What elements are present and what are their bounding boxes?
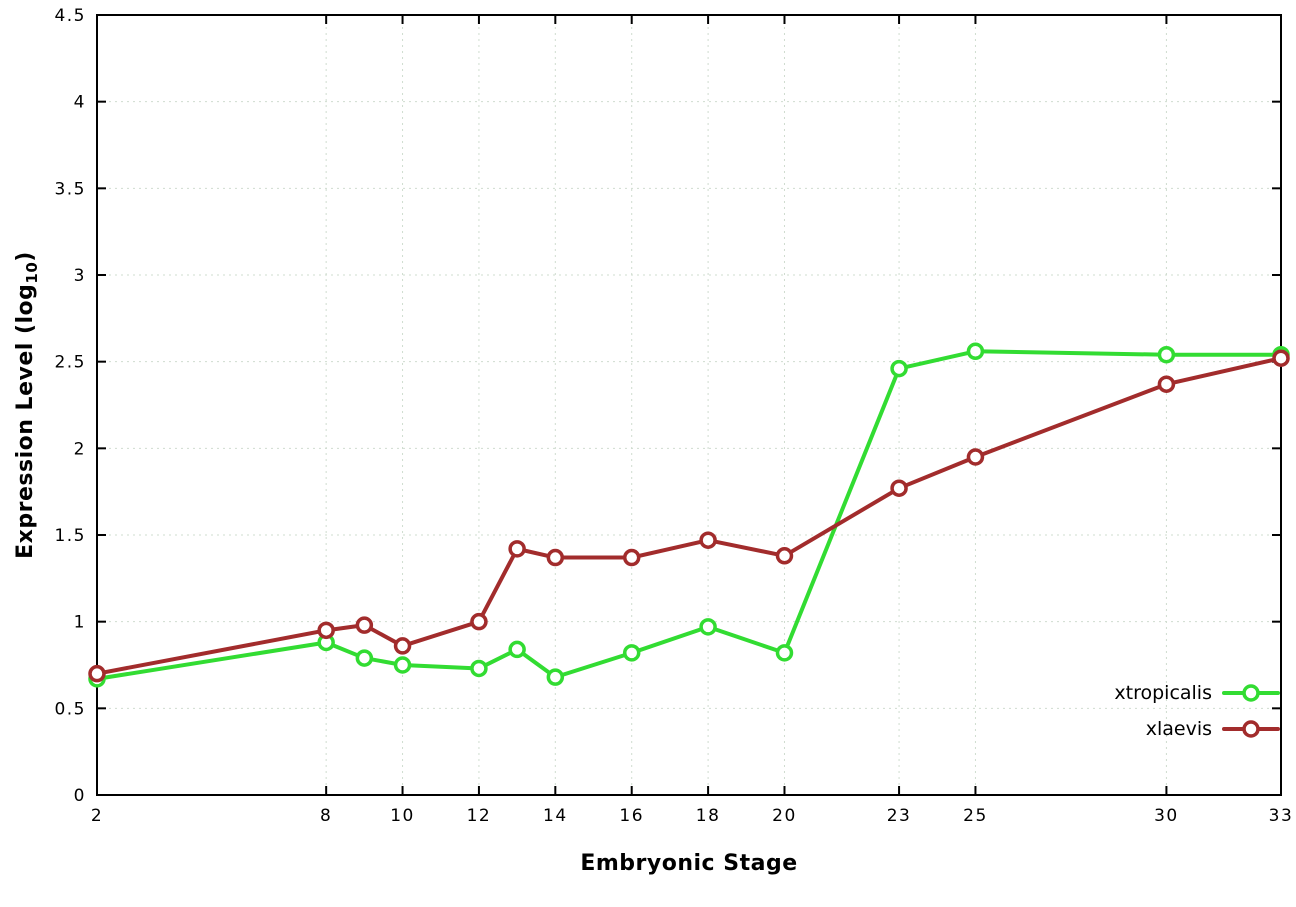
data-point-xlaevis xyxy=(355,616,374,634)
y-tick-label: 2.5 xyxy=(54,353,86,373)
data-point-xlaevis xyxy=(508,540,526,558)
data-point-xlaevis xyxy=(775,547,794,565)
y-axis-label-main: Expression Level (log xyxy=(12,283,38,559)
legend-label-xlaevis: xlaevis xyxy=(1145,718,1212,740)
x-tick-label: 23 xyxy=(887,806,912,826)
y-axis-label-sub: 10 xyxy=(23,261,42,284)
x-tick-label: 2 xyxy=(91,806,103,826)
data-point-xtropicalis xyxy=(1157,345,1176,364)
y-tick-label: 1 xyxy=(74,613,86,633)
data-point-xlaevis xyxy=(622,548,641,567)
legend-item-xlaevis: xlaevis xyxy=(1146,715,1280,743)
line-marker-icon xyxy=(1222,720,1280,738)
line-marker-icon xyxy=(1222,684,1280,702)
data-point-xlaevis xyxy=(699,531,717,549)
x-tick-label: 12 xyxy=(467,806,492,826)
data-point-xlaevis xyxy=(1272,349,1290,367)
legend-marker xyxy=(1242,684,1260,702)
y-tick-label: 4.5 xyxy=(54,6,86,26)
x-tick-label: 30 xyxy=(1154,806,1179,826)
y-tick-label: 2 xyxy=(74,439,86,459)
series-line-xlaevis xyxy=(95,356,1283,676)
y-tick-label: 0 xyxy=(74,786,86,806)
data-point-xlaevis xyxy=(317,621,335,640)
x-tick-label: 25 xyxy=(963,806,988,826)
data-point-xlaevis xyxy=(1157,375,1176,393)
data-point-xtropicalis xyxy=(508,640,526,659)
data-point-xlaevis xyxy=(890,479,908,497)
legend-item-xtropicalis: xtropicalis xyxy=(1114,679,1280,707)
data-point-xlaevis xyxy=(966,448,985,466)
data-point-xlaevis xyxy=(393,637,412,655)
y-axis-label: Expression Level (log10) xyxy=(13,251,41,559)
data-point-xlaevis xyxy=(470,612,488,631)
legend-marker xyxy=(1242,720,1260,738)
data-point-xtropicalis xyxy=(470,659,488,678)
y-tick-label: 1.5 xyxy=(54,526,86,546)
series-line-xtropicalis xyxy=(95,349,1283,681)
legend-label-xtropicalis: xtropicalis xyxy=(1114,682,1212,704)
data-point-xlaevis xyxy=(88,664,106,683)
x-tick-label: 20 xyxy=(772,806,797,826)
x-axis-label: Embryonic Stage xyxy=(580,851,798,876)
x-tick-label: 10 xyxy=(390,806,415,826)
x-tick-label: 18 xyxy=(696,806,721,826)
data-point-xtropicalis xyxy=(546,668,565,686)
data-point-xtropicalis xyxy=(622,644,641,662)
x-tick-label: 8 xyxy=(320,806,332,826)
y-axis-label-close: ) xyxy=(12,251,38,262)
x-tick-label: 33 xyxy=(1269,806,1294,826)
y-tick-label: 0.5 xyxy=(54,699,86,719)
plot-border xyxy=(96,14,1282,796)
data-point-xtropicalis xyxy=(699,618,717,636)
y-tick-label: 3.5 xyxy=(54,179,86,199)
x-tick-label: 14 xyxy=(543,806,568,826)
legend: xtropicalis xlaevis xyxy=(1114,679,1280,743)
data-point-xtropicalis xyxy=(393,656,412,674)
data-point-xlaevis xyxy=(546,548,565,567)
x-tick-label: 16 xyxy=(619,806,644,826)
data-point-xtropicalis xyxy=(890,359,908,378)
y-tick-label: 4 xyxy=(74,93,86,113)
data-point-xtropicalis xyxy=(355,649,374,667)
data-point-xtropicalis xyxy=(966,342,985,361)
y-tick-label: 3 xyxy=(74,266,86,286)
data-point-xtropicalis xyxy=(775,644,794,662)
